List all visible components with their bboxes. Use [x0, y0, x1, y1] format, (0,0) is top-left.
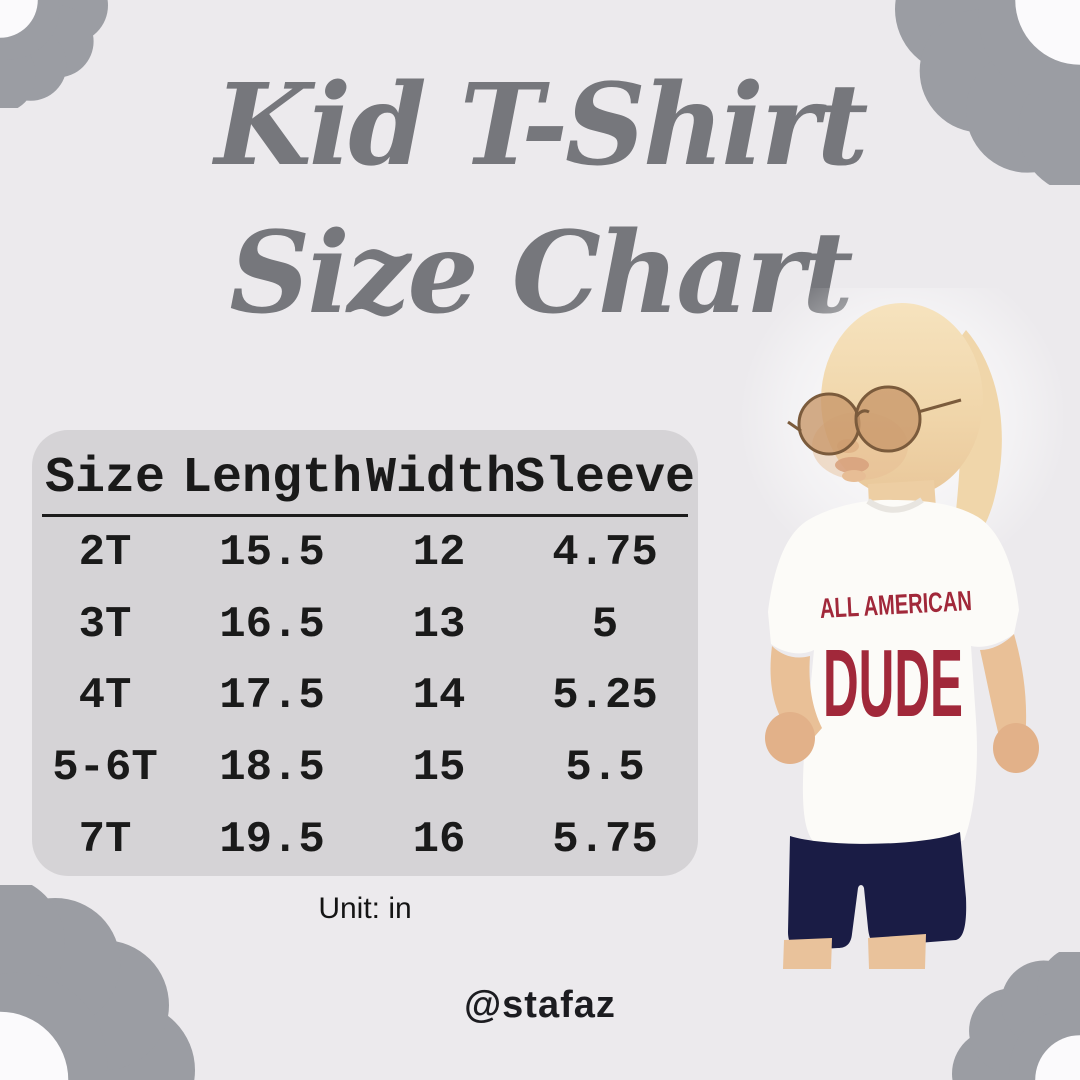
cell-size: 7T	[78, 815, 132, 866]
cell-length: 17.5	[219, 671, 325, 722]
kid-legs	[783, 934, 926, 969]
collar	[866, 497, 924, 513]
page-title: Kid T-Shirt Size Chart	[0, 52, 1080, 348]
column-header-sleeve: Sleeve	[514, 449, 696, 507]
cell-sleeve: 5.75	[552, 815, 658, 866]
kid-tshirt: ALL AMERICAN DUDE	[768, 497, 1019, 855]
page-title-line2: Size Chart	[229, 207, 853, 339]
cell-size: 3T	[78, 599, 132, 650]
table-row: 4T 17.5 14 5.25	[32, 661, 698, 733]
cell-length: 18.5	[219, 743, 325, 794]
cell-size: 5-6T	[52, 743, 158, 794]
cell-width: 15	[412, 743, 466, 794]
cell-width: 16	[412, 815, 466, 866]
upper-lip	[835, 457, 869, 473]
cell-size: 2T	[78, 527, 132, 578]
unit-note: Unit: in	[318, 892, 412, 925]
table-row: 3T 16.5 13 5	[32, 589, 698, 661]
table-row: 5-6T 18.5 15 5.5	[32, 732, 698, 804]
lower-lip	[842, 470, 866, 482]
cell-sleeve: 5.5	[565, 743, 645, 794]
column-header-size: Size	[44, 449, 166, 507]
header-divider	[42, 514, 688, 517]
table-body: 2T 15.5 12 4.75 3T 16.5 13 5 4T 17.5 14 …	[32, 517, 698, 876]
size-chart-table: Size Length Width Sleeve 2T 15.5 12 4.75…	[32, 430, 698, 876]
kid-arms	[765, 634, 1039, 773]
table-header-row: Size Length Width Sleeve	[32, 430, 698, 514]
kid-head	[787, 303, 1002, 566]
hair-swoosh	[948, 330, 1002, 566]
cell-size: 4T	[78, 671, 132, 722]
page-title-line1: Kid T-Shirt	[214, 60, 868, 191]
column-header-width: Width	[366, 449, 517, 507]
watermark: @stafaz	[464, 984, 616, 1026]
right-hand	[993, 723, 1039, 773]
cell-sleeve: 5.25	[552, 671, 658, 722]
cell-sleeve: 5	[591, 599, 619, 650]
sunglasses-icon	[787, 385, 962, 456]
cell-width: 13	[412, 599, 466, 650]
cell-length: 19.5	[219, 815, 325, 866]
kid-shorts	[788, 832, 967, 950]
cell-length: 16.5	[219, 599, 325, 650]
table-row: 7T 19.5 16 5.75	[32, 804, 698, 876]
table-row: 2T 15.5 12 4.75	[32, 517, 698, 589]
cell-sleeve: 4.75	[552, 527, 658, 578]
cell-width: 14	[412, 671, 466, 722]
cell-width: 12	[412, 527, 466, 578]
shirt-text-line2: DUDE	[823, 630, 963, 737]
left-hand	[765, 712, 815, 764]
cell-length: 15.5	[219, 527, 325, 578]
kid-photo: ALL AMERICAN DUDE	[738, 288, 1063, 969]
column-header-length: Length	[181, 449, 363, 507]
